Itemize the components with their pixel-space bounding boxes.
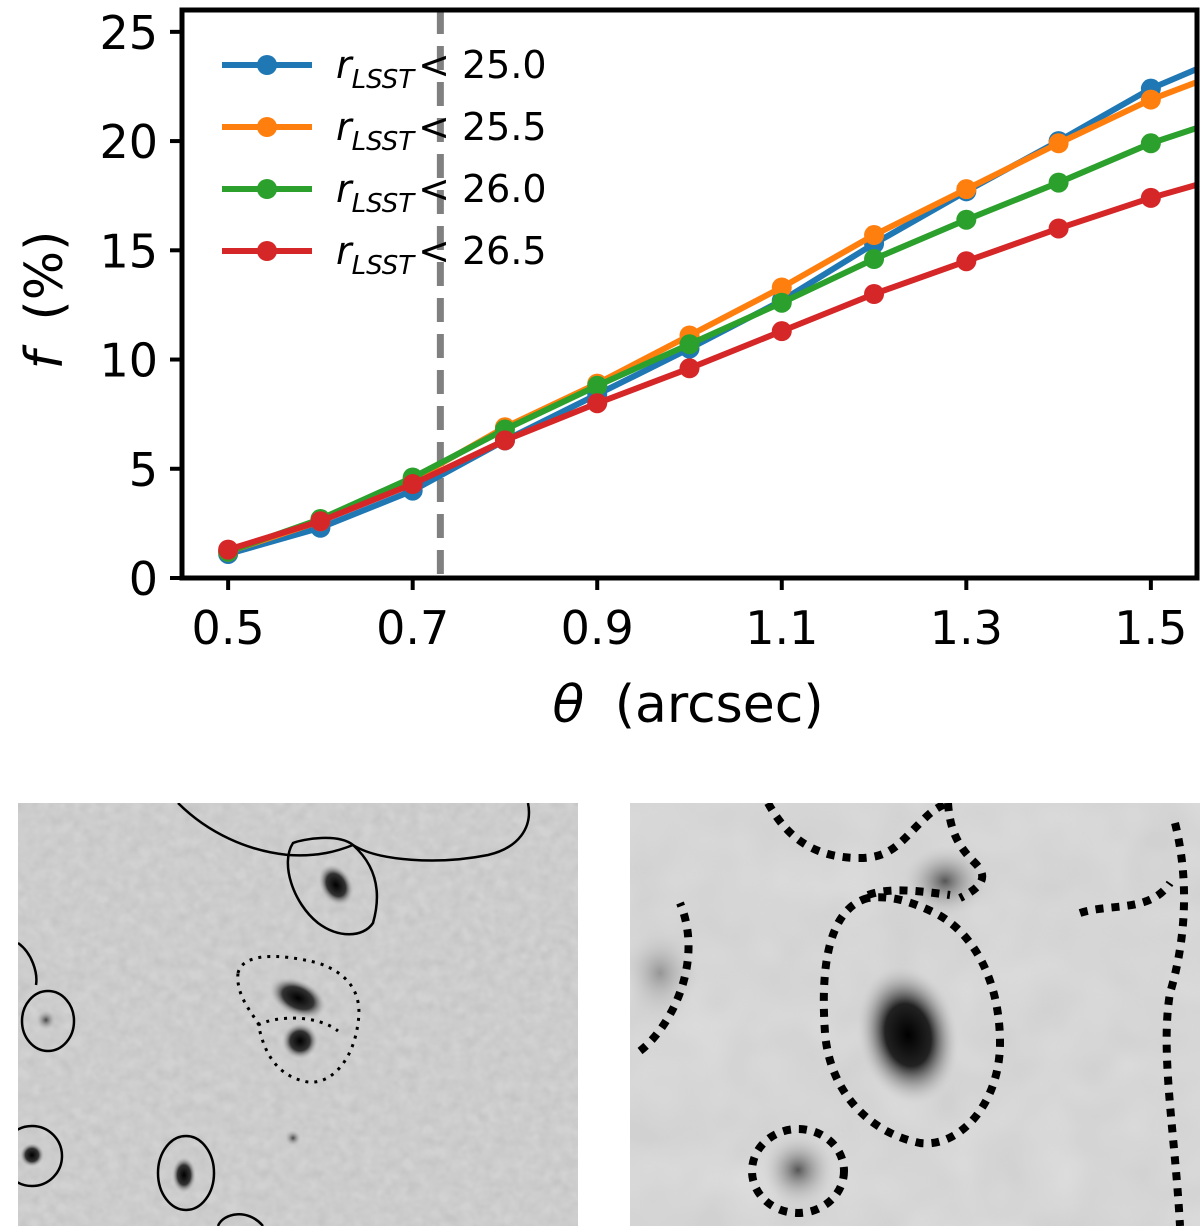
- data-point: [1140, 133, 1161, 154]
- galaxy-source: [762, 1134, 834, 1206]
- segmentation-contour: [216, 1213, 264, 1226]
- data-point: [218, 539, 239, 560]
- galaxy-source: [285, 1130, 301, 1146]
- galaxy-source: [172, 1157, 196, 1193]
- data-point: [494, 430, 515, 451]
- data-point: [587, 393, 608, 414]
- right-cutout: [630, 803, 1200, 1226]
- y-tick-label: 0: [129, 552, 158, 606]
- y-tick-label: 25: [99, 6, 158, 60]
- galaxy-source: [856, 965, 960, 1105]
- data-point: [1140, 89, 1161, 110]
- segmentation-contour: [156, 1134, 216, 1212]
- series-line: [227, 125, 1197, 555]
- y-tick-label: 10: [99, 334, 158, 388]
- segmentation-contour: [764, 803, 950, 863]
- x-tick-label: 1.5: [1114, 601, 1187, 655]
- line-chart: 0.5 0.7 0.9 1.1 1.3 1.5 0 5 10 15 20 25 rLSST < 25.0 r…: [15, 6, 1200, 735]
- legend-label: rLSST < 26.5: [336, 229, 547, 281]
- segmentation-contour: [177, 803, 354, 857]
- x-tick-label: 0.9: [561, 601, 634, 655]
- x-tick-label: 1.3: [930, 601, 1003, 655]
- y-tick-label: 20: [99, 115, 158, 169]
- plot-frame: [179, 7, 1200, 581]
- data-point: [956, 209, 977, 230]
- data-point: [1048, 172, 1069, 193]
- y-axis-symbol: f: [15, 344, 75, 369]
- segmentation-contour: [352, 803, 531, 862]
- data-point: [310, 511, 331, 532]
- legend-label: rLSST < 25.5: [336, 105, 547, 157]
- legend-marker: [257, 179, 277, 199]
- plot-area: 0.5 0.7 0.9 1.1 1.3 1.5 0 5 10 15 20 25 rLSST < 25.0 r…: [99, 6, 1200, 655]
- x-axis-unit: (arcsec): [615, 675, 824, 735]
- segmentation-contour: [866, 886, 951, 899]
- y-axis-label: f (%): [15, 231, 75, 370]
- segmentation-contour: [20, 989, 76, 1053]
- data-point: [864, 225, 885, 246]
- x-axis-label: θ (arcsec): [552, 675, 823, 735]
- data-point: [771, 277, 792, 298]
- segmentation-contour: [286, 836, 379, 936]
- legend-marker: [257, 117, 277, 137]
- data-point: [1140, 187, 1161, 208]
- legend-marker: [257, 55, 277, 75]
- data-point: [956, 251, 977, 272]
- data-point: [679, 334, 700, 355]
- data-point: [864, 284, 885, 304]
- legend-label: rLSST < 25.0: [336, 43, 547, 95]
- data-point: [587, 375, 608, 396]
- segmentation-contour: [748, 1125, 848, 1217]
- data-point: [402, 474, 423, 495]
- legend-label: rLSST < 26.0: [336, 167, 547, 219]
- data-point: [956, 179, 977, 200]
- blended-source-contour: [236, 954, 361, 1084]
- data-point: [771, 321, 792, 342]
- galaxy-source: [20, 1143, 44, 1167]
- x-axis-symbol: θ: [552, 675, 584, 735]
- galaxy-source: [36, 1010, 56, 1030]
- y-tick-label: 15: [99, 224, 158, 278]
- segmentation-contour: [18, 1124, 64, 1188]
- galaxy-source: [269, 977, 327, 1019]
- segmentation-contour: [1162, 822, 1189, 1226]
- segmentation-contour: [1078, 880, 1174, 917]
- y-axis-unit: (%): [15, 231, 75, 321]
- y-tick-label: 5: [129, 443, 158, 497]
- series-line: [227, 181, 1197, 553]
- x-tick-label: 0.5: [192, 601, 265, 655]
- data-point: [771, 292, 792, 313]
- x-tick-label: 0.7: [376, 601, 449, 655]
- left-cutout: [18, 803, 578, 1226]
- segmentation-contour: [819, 893, 1005, 1148]
- segmentation-contour: [944, 803, 987, 902]
- data-point: [864, 249, 885, 270]
- galaxy-source: [903, 845, 987, 917]
- legend-marker: [257, 241, 277, 261]
- galaxy-source: [282, 1023, 318, 1059]
- data-point: [679, 358, 700, 379]
- series-group: [218, 10, 1197, 578]
- x-tick-label: 1.1: [745, 601, 818, 655]
- galaxy-source: [318, 864, 354, 906]
- data-point: [1048, 133, 1069, 154]
- data-point: [1048, 218, 1069, 239]
- segmentation-contour: [18, 941, 38, 986]
